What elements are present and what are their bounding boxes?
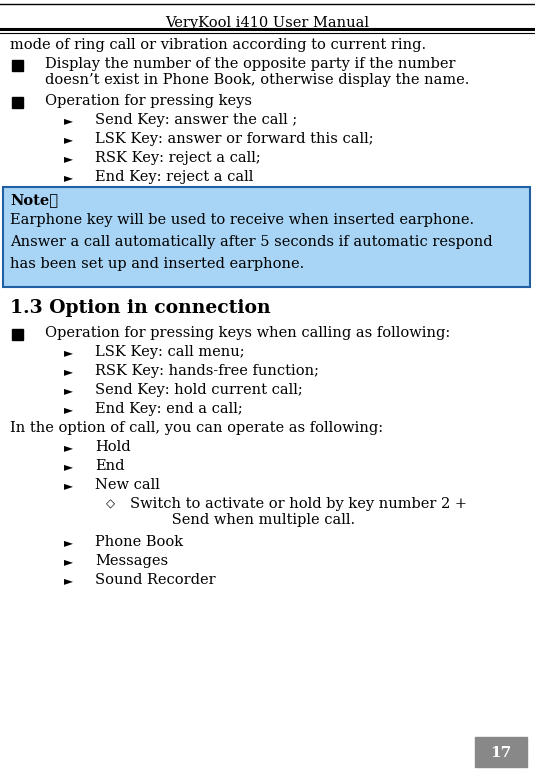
Text: ►: ► (64, 133, 73, 146)
Text: has been set up and inserted earphone.: has been set up and inserted earphone. (10, 257, 304, 271)
Text: ►: ► (64, 346, 73, 359)
Text: RSK Key: hands-free function;: RSK Key: hands-free function; (95, 364, 319, 378)
Text: LSK Key: answer or forward this call;: LSK Key: answer or forward this call; (95, 132, 373, 146)
Text: Sound Recorder: Sound Recorder (95, 573, 216, 587)
Text: End: End (95, 459, 125, 473)
Text: Operation for pressing keys: Operation for pressing keys (45, 94, 252, 108)
Text: 17: 17 (491, 746, 511, 760)
Text: RSK Key: reject a call;: RSK Key: reject a call; (95, 151, 261, 165)
Text: ►: ► (64, 555, 73, 568)
Text: ►: ► (64, 171, 73, 184)
Text: New call: New call (95, 478, 160, 492)
Text: Hold: Hold (95, 440, 131, 454)
Text: 1.3 Option in connection: 1.3 Option in connection (10, 299, 271, 317)
Text: Answer a call automatically after 5 seconds if automatic respond: Answer a call automatically after 5 seco… (10, 235, 493, 249)
Text: LSK Key: call menu;: LSK Key: call menu; (95, 345, 244, 359)
Text: In the option of call, you can operate as following:: In the option of call, you can operate a… (10, 421, 383, 435)
Text: End Key: reject a call: End Key: reject a call (95, 170, 254, 184)
Text: ►: ► (64, 403, 73, 416)
Text: Messages: Messages (95, 554, 168, 568)
FancyBboxPatch shape (475, 737, 527, 767)
Text: Send Key: answer the call ;: Send Key: answer the call ; (95, 113, 297, 127)
Bar (12, 329, 23, 340)
Text: ►: ► (64, 152, 73, 165)
Bar (3, 187, 530, 287)
Bar (12, 97, 23, 108)
Text: VeryKool i410 User Manual: VeryKool i410 User Manual (165, 16, 370, 30)
Text: ►: ► (64, 479, 73, 492)
Bar (12, 60, 23, 71)
Text: ◇: ◇ (105, 498, 114, 511)
Text: End Key: end a call;: End Key: end a call; (95, 402, 243, 416)
Text: Display the number of the opposite party if the number
doesn’t exist in Phone Bo: Display the number of the opposite party… (45, 57, 469, 88)
Text: Note：: Note： (10, 193, 58, 207)
Text: Send Key: hold current call;: Send Key: hold current call; (95, 383, 303, 397)
Text: ►: ► (64, 114, 73, 127)
Text: ►: ► (64, 365, 73, 378)
Text: ►: ► (64, 574, 73, 587)
Text: Switch to activate or hold by key number 2 +
         Send when multiple call.: Switch to activate or hold by key number… (130, 497, 467, 527)
Text: Operation for pressing keys when calling as following:: Operation for pressing keys when calling… (45, 326, 450, 340)
Text: mode of ring call or vibration according to current ring.: mode of ring call or vibration according… (10, 38, 426, 52)
Text: ►: ► (64, 441, 73, 454)
Text: ►: ► (64, 460, 73, 473)
Text: Earphone key will be used to receive when inserted earphone.: Earphone key will be used to receive whe… (10, 213, 474, 227)
Text: ►: ► (64, 536, 73, 549)
Text: Phone Book: Phone Book (95, 535, 183, 549)
Text: ►: ► (64, 384, 73, 397)
